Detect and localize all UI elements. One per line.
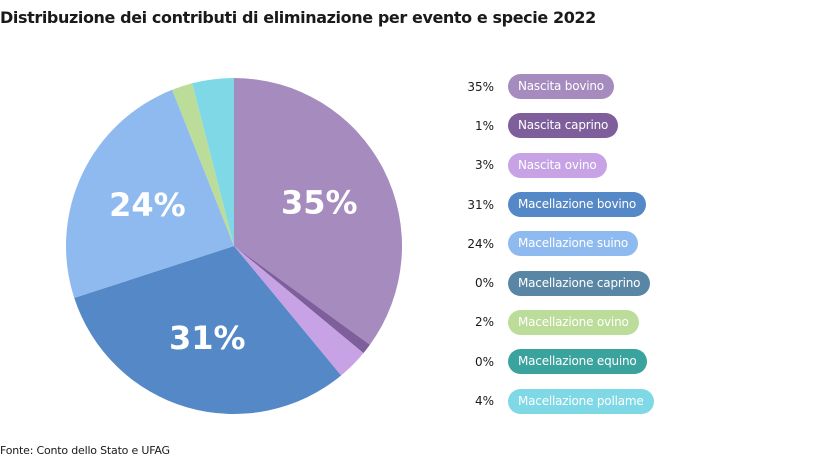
slice-value-label: 24% — [109, 186, 186, 224]
legend-item: 4% Macellazione pollame — [450, 381, 830, 420]
legend-label: Macellazione equino — [508, 349, 647, 375]
pie-slice-macellazione-suino — [66, 89, 234, 298]
legend-label: Macellazione ovino — [508, 309, 639, 335]
legend-item: 0% Macellazione equino — [450, 342, 830, 381]
legend-percent: 3% — [474, 158, 494, 173]
legend-label: Macellazione bovino — [508, 192, 647, 218]
legend-label: Macellazione suino — [508, 231, 639, 257]
legend-item: 0% Macellazione caprino — [450, 263, 830, 302]
legend-item: 2% Macellazione ovino — [450, 303, 830, 342]
pie-slice-nascita-caprino — [234, 246, 370, 354]
chart-title: Distribuzione dei contributi di eliminaz… — [0, 8, 596, 27]
legend-percent: 0% — [474, 354, 494, 369]
legend: 35% Nascita bovino 1% Nascita caprino 3% Nasc… — [450, 67, 830, 421]
legend-percent: 31% — [467, 197, 494, 212]
pie-slice-macellazione-pollame — [192, 78, 234, 246]
legend-item: 35% Nascita bovino — [450, 67, 830, 106]
legend-label: Macellazione pollame — [508, 388, 654, 414]
pie-slice-macellazione-ovino — [172, 83, 234, 246]
legend-percent: 24% — [467, 236, 494, 251]
pie-chart: 35% 31% 24% — [66, 78, 402, 415]
legend-item: 24% Macellazione suino — [450, 224, 830, 263]
slice-value-label: 31% — [169, 319, 246, 357]
legend-percent: 35% — [467, 79, 494, 94]
legend-percent: 4% — [474, 394, 494, 409]
slice-value-label: 35% — [281, 184, 358, 222]
legend-label: Macellazione caprino — [508, 270, 651, 296]
legend-label: Nascita caprino — [508, 113, 619, 139]
legend-item: 1% Nascita caprino — [450, 106, 830, 145]
legend-item: 3% Nascita ovino — [450, 146, 830, 185]
legend-item: 31% Macellazione bovino — [450, 185, 830, 224]
legend-percent: 0% — [474, 276, 494, 291]
legend-label: Nascita ovino — [508, 152, 607, 178]
pie-slice-nascita-ovino — [234, 246, 364, 376]
legend-label: Nascita bovino — [508, 74, 614, 100]
legend-percent: 2% — [474, 315, 494, 330]
pie-slice-nascita-bovino — [234, 78, 402, 345]
source-note: Fonte: Conto dello Stato e UFAG — [0, 444, 170, 457]
legend-percent: 1% — [474, 118, 494, 133]
pie-slice-macellazione-bovino — [74, 246, 342, 415]
